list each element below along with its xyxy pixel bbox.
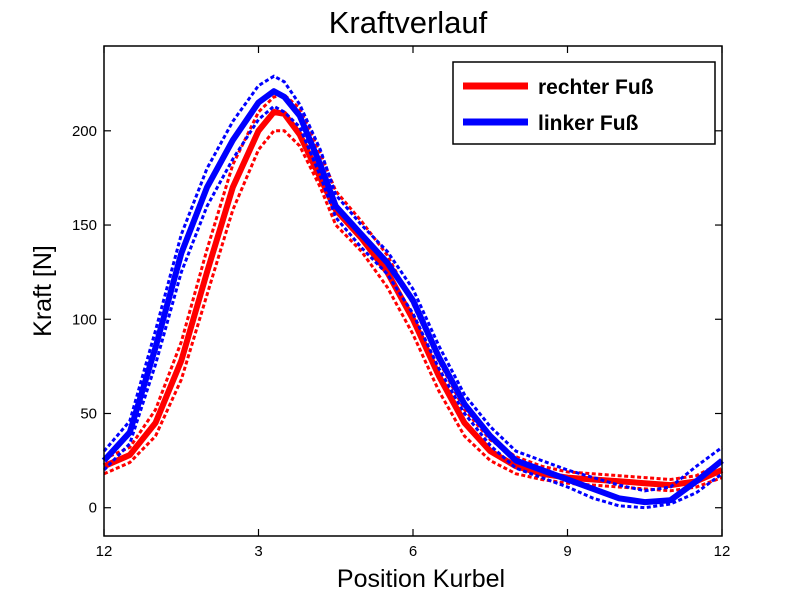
x-tick-label: 9 [563,543,571,560]
legend-label-rechter-fuss: rechter Fuß [538,76,654,99]
y-tick-label: 100 [72,311,97,328]
series-0-lower-band-line [103,129,723,493]
ticks-layer: 12 3 6 9 12 0 50 100 150 200 [72,46,730,560]
y-tick-label: 0 [89,500,97,517]
x-tick-label: 12 [96,543,113,560]
series-0-upper-band-line [103,93,723,482]
x-axis-label: Position Kurbel [337,565,505,593]
x-tick-label: 3 [254,543,262,560]
legend-box [452,61,716,145]
y-tick-label: 200 [72,123,97,140]
series-1-upper-band-line [102,74,723,493]
legend-label-linker-fuss: linker Fuß [538,112,639,135]
x-tick-label: 12 [714,543,731,560]
y-tick-label: 150 [72,217,97,234]
y-axis-label: Kraft [N] [29,245,57,337]
series-1-mean-line [101,88,724,506]
series-layer [101,74,724,510]
chart-title: Kraftverlauf [329,5,488,40]
x-tick-label: 6 [409,543,417,560]
y-tick-label: 50 [80,406,97,423]
series-1-lower-band-line [102,104,723,510]
legend: rechter Fuß linker Fuß [452,61,716,145]
